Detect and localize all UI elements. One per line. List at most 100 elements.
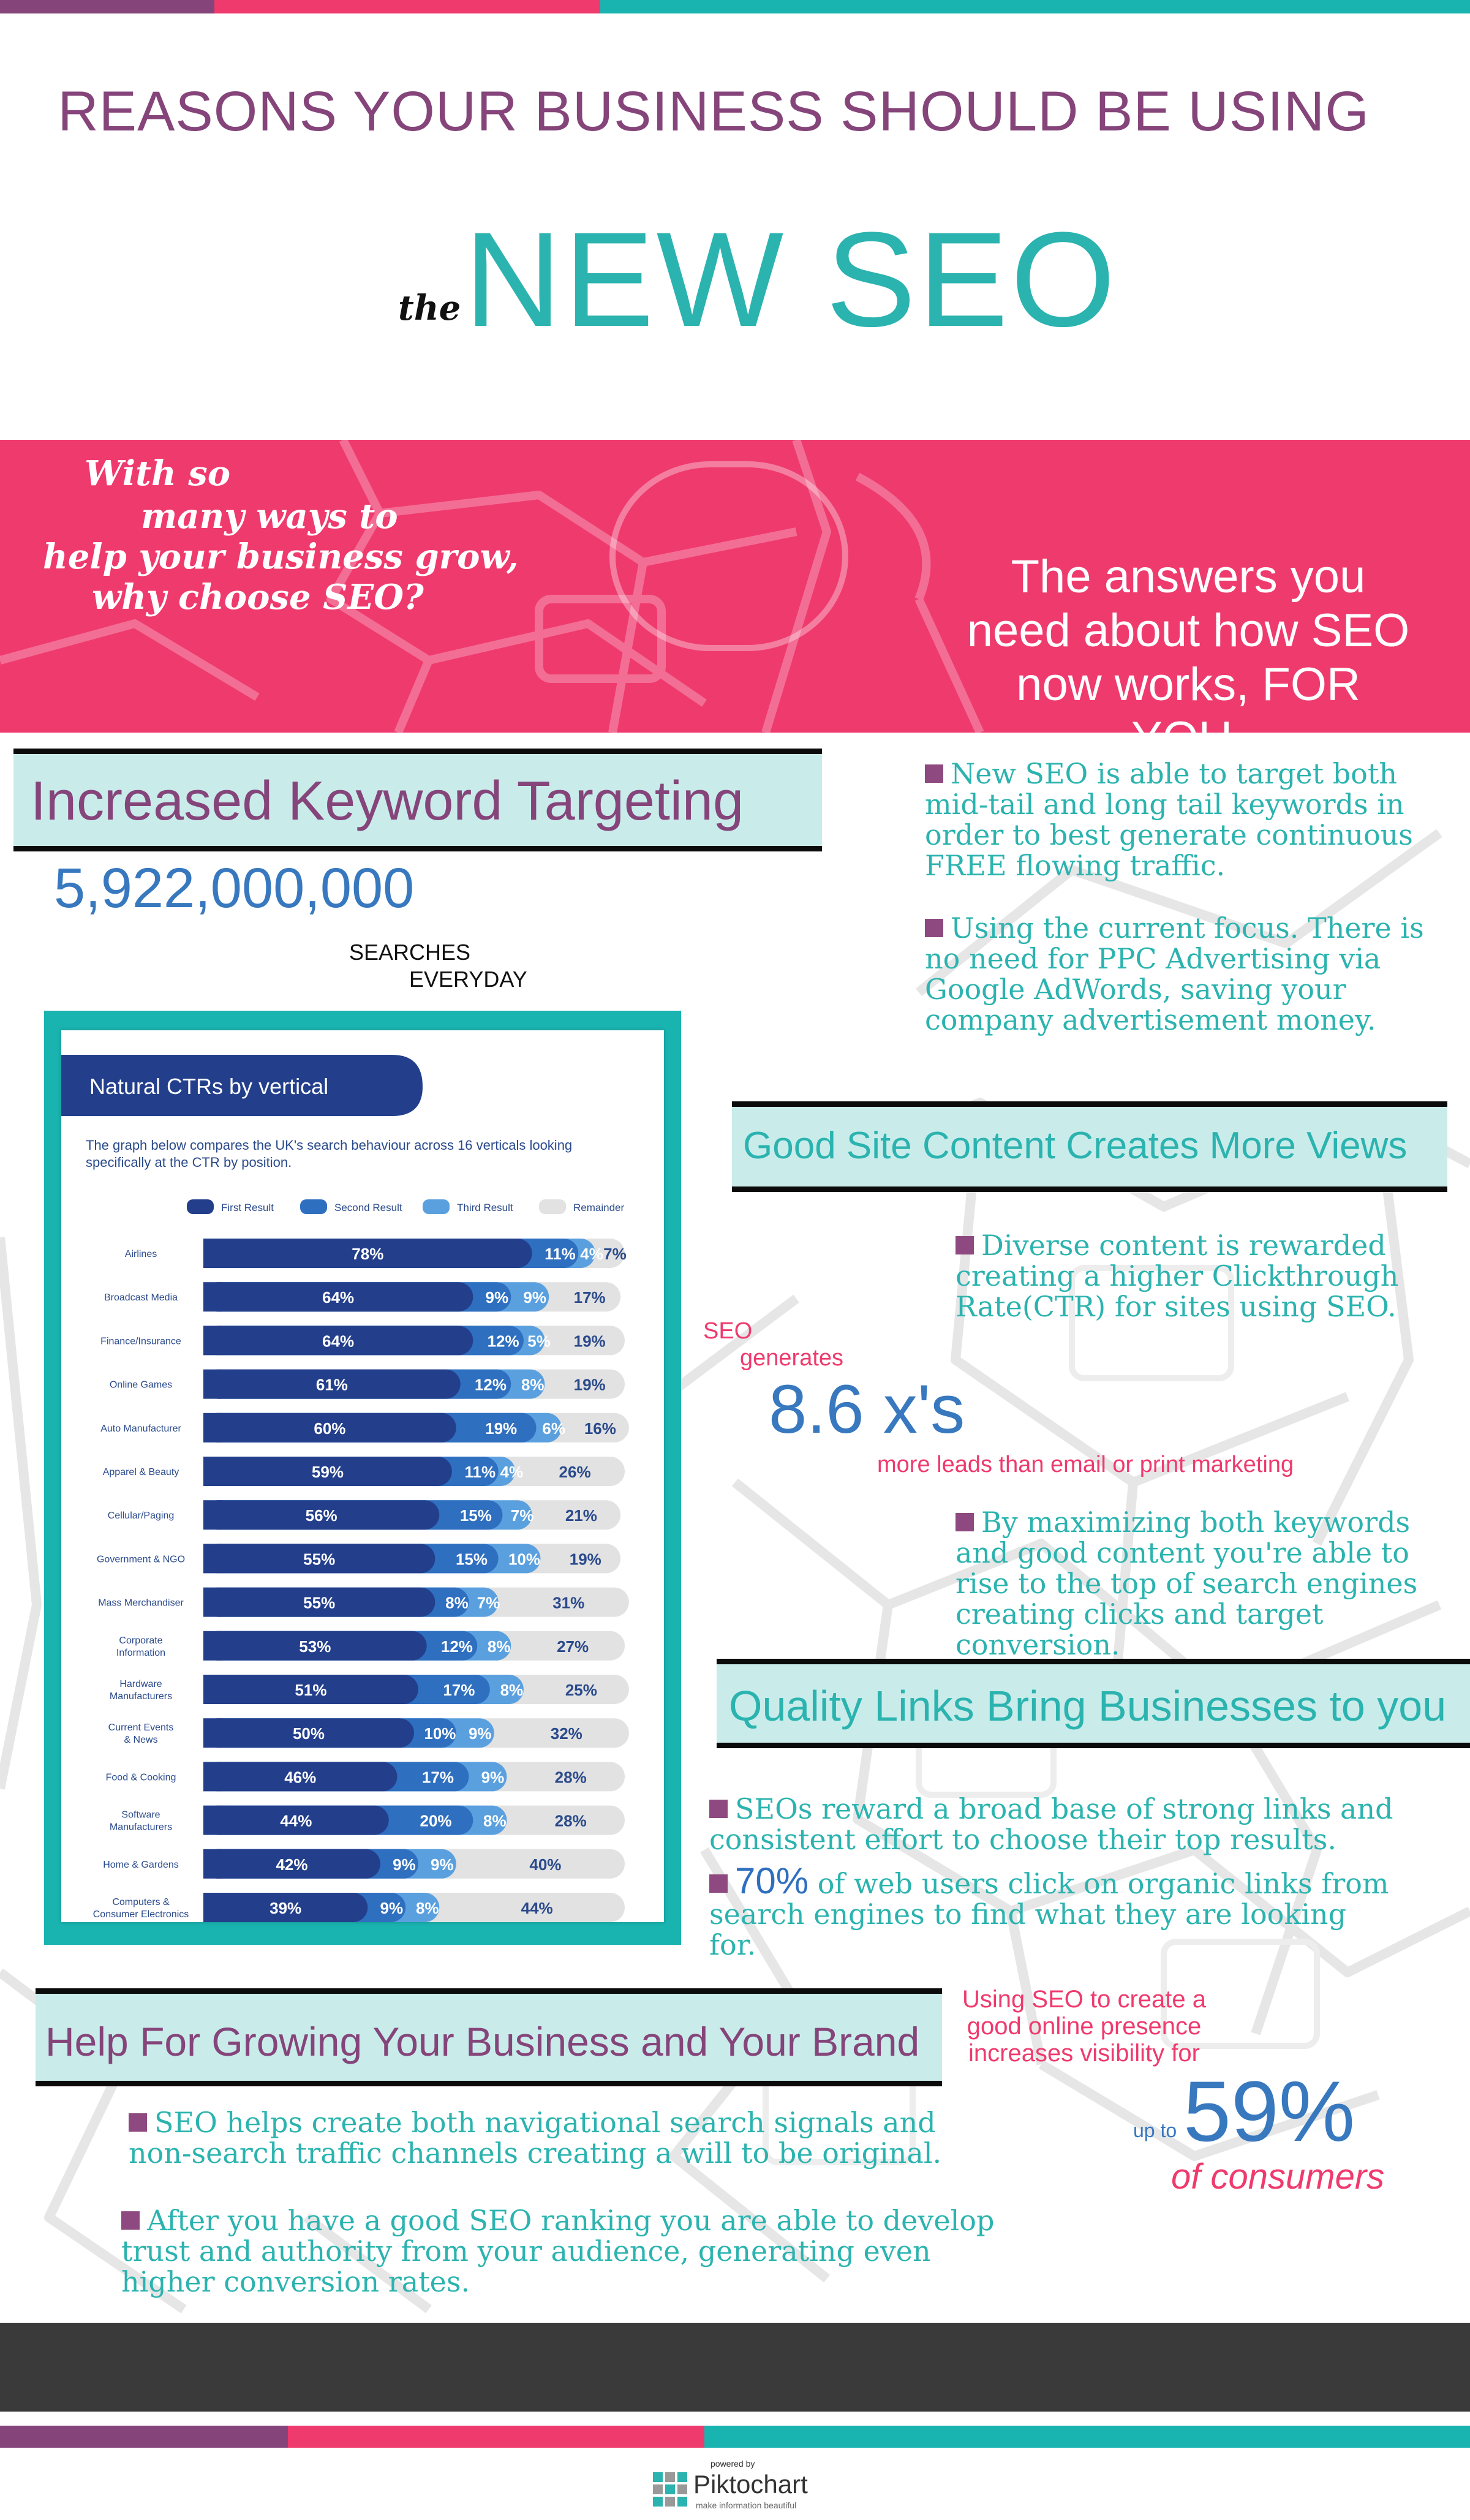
leads-multiplier: 8.6 x's xyxy=(769,1371,965,1447)
bullet-square-icon xyxy=(121,2211,140,2230)
section-heading-brand: Help For Growing Your Business and Your … xyxy=(36,1988,942,2086)
category-label: Manufacturers xyxy=(110,1822,172,1833)
banner-hand-line-2: many ways to xyxy=(141,496,398,537)
bar-value-label: 21% xyxy=(565,1506,597,1525)
bar-value-label: 19% xyxy=(570,1550,601,1568)
top-strip-purple xyxy=(0,0,214,13)
category-label: Online Games xyxy=(110,1380,172,1390)
bar-value-label: 8% xyxy=(416,1899,439,1917)
bullet-square-icon xyxy=(925,919,943,937)
keyword-paragraph-1: New SEO is able to target both mid-tail … xyxy=(925,757,1413,882)
bar-value-label: 8% xyxy=(521,1376,545,1394)
keyword-paragraph-2: Using the current focus. There is no nee… xyxy=(925,911,1424,1036)
category-label: Airlines xyxy=(125,1249,157,1259)
headline: REASONS YOUR BUSINESS SHOULD BE USING xyxy=(58,80,1370,143)
bar-square-start xyxy=(203,1544,222,1574)
links-paragraph-1: SEOs reward a broad base of strong links… xyxy=(709,1792,1393,1856)
searches-count: 5,922,000,000 xyxy=(54,857,415,919)
piktochart-logo[interactable]: powered by Piktochart make information b… xyxy=(653,2459,818,2514)
bar-value-label: 15% xyxy=(460,1506,492,1525)
piktochart-tagline: make information beautiful xyxy=(696,2500,797,2510)
bar-value-label: 31% xyxy=(552,1594,584,1612)
bar-segment xyxy=(203,1457,452,1486)
bar-segment xyxy=(203,1675,418,1704)
bar-square-start xyxy=(203,1805,222,1835)
brand-paragraph-1: SEO helps create both navigational searc… xyxy=(129,2106,942,2170)
bar-value-label: 9% xyxy=(469,1724,492,1743)
bar-segment xyxy=(203,1631,427,1661)
bullet-square-icon xyxy=(709,1800,728,1818)
bar-value-label: 12% xyxy=(488,1332,519,1350)
bar-value-label: 11% xyxy=(545,1245,576,1263)
category-label: Computers & xyxy=(112,1897,170,1907)
bar-value-label: 44% xyxy=(280,1812,312,1830)
bar-segment xyxy=(203,1369,461,1399)
bar-value-label: 44% xyxy=(521,1899,553,1917)
up-to-label: up to xyxy=(1133,2119,1177,2141)
bar-square-start xyxy=(203,1631,222,1661)
chart-title-tab xyxy=(61,1055,423,1116)
bar-value-label: 9% xyxy=(431,1855,454,1874)
bar-value-label: 6% xyxy=(542,1419,565,1438)
bar-value-label: 56% xyxy=(306,1506,337,1525)
bar-square-start xyxy=(203,1718,222,1748)
category-label: Manufacturers xyxy=(110,1691,172,1702)
bar-value-label: 17% xyxy=(443,1681,475,1699)
bar-value-label: 32% xyxy=(551,1724,582,1743)
category-label: Information xyxy=(116,1648,165,1658)
bar-segment xyxy=(203,1544,435,1574)
bar-square-start xyxy=(203,1893,222,1922)
bar-value-label: 9% xyxy=(380,1899,403,1917)
category-label: Corporate xyxy=(119,1635,162,1646)
bar-square-start xyxy=(203,1587,222,1617)
category-label: Broadcast Media xyxy=(104,1292,178,1303)
bar-value-label: 19% xyxy=(574,1376,606,1394)
category-label: Auto Manufacturer xyxy=(100,1424,181,1434)
banner-hand-line-1: With so xyxy=(85,453,231,494)
category-label: Cellular/Paging xyxy=(108,1511,175,1521)
of-consumers-label: of consumers xyxy=(1171,2157,1385,2197)
content-paragraph-2: By maximizing both keywords and good con… xyxy=(956,1506,1418,1661)
bar-value-label: 8% xyxy=(445,1594,469,1612)
bar-value-label: 10% xyxy=(508,1550,540,1568)
bullet-square-icon xyxy=(709,1874,728,1893)
section-heading-keyword-text: Increased Keyword Targeting xyxy=(31,771,744,832)
generates-label: generates xyxy=(740,1345,844,1371)
bar-value-label: 17% xyxy=(422,1768,454,1786)
bar-value-label: 28% xyxy=(555,1812,587,1830)
bar-value-label: 4% xyxy=(500,1463,524,1481)
bar-value-label: 10% xyxy=(424,1724,456,1743)
bar-segment xyxy=(203,1326,473,1356)
bar-value-label: 7% xyxy=(477,1594,500,1612)
bottom-strip-pink xyxy=(288,2426,704,2448)
top-strip-pink xyxy=(214,0,600,13)
searches-label: SEARCHES xyxy=(349,940,471,965)
bar-segment xyxy=(203,1587,435,1617)
bar-value-label: 15% xyxy=(456,1550,488,1568)
category-label: Food & Cooking xyxy=(106,1772,176,1782)
bar-square-start xyxy=(203,1675,222,1704)
legend-label-2: Third Result xyxy=(457,1202,513,1213)
bar-value-label: 46% xyxy=(284,1768,316,1786)
bar-value-label: 9% xyxy=(393,1855,416,1874)
bar-value-label: 7% xyxy=(511,1506,534,1525)
bar-value-label: 61% xyxy=(316,1376,348,1394)
bar-value-label: 12% xyxy=(475,1376,507,1394)
piktochart-grid-icon xyxy=(653,2472,687,2507)
legend-label-3: Remainder xyxy=(573,1202,624,1213)
legend-swatch-1 xyxy=(300,1199,327,1214)
bar-value-label: 78% xyxy=(352,1245,383,1263)
bar-square-start xyxy=(203,1500,222,1530)
bar-value-label: 19% xyxy=(485,1419,517,1438)
bar-value-label: 9% xyxy=(523,1288,546,1307)
bar-value-label: 8% xyxy=(483,1812,507,1830)
bar-segment xyxy=(203,1500,440,1530)
bar-segment xyxy=(203,1893,368,1922)
category-label: & News xyxy=(124,1735,157,1745)
section-heading-links-text: Quality Links Bring Businesses to you xyxy=(729,1682,1447,1730)
category-label: Hardware xyxy=(119,1679,162,1689)
bar-segment xyxy=(203,1239,532,1268)
bar-square-start xyxy=(203,1282,222,1312)
category-label: Government & NGO xyxy=(97,1554,185,1564)
bullet-square-icon xyxy=(956,1236,974,1254)
